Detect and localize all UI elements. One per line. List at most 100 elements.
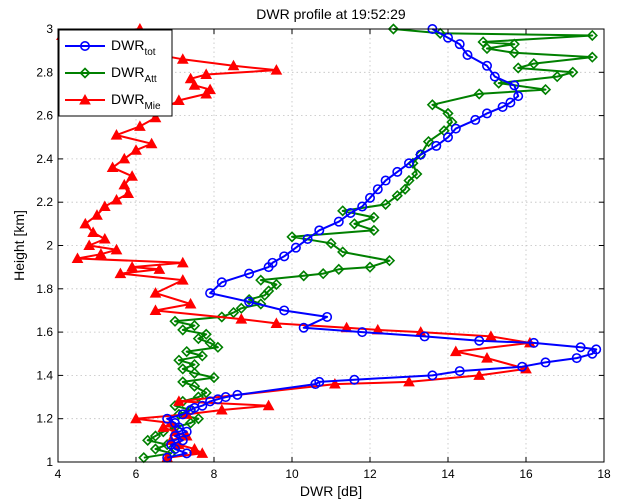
data-point-att [422, 135, 435, 148]
data-point-tot [392, 166, 403, 177]
data-point-tot [333, 216, 344, 227]
data-point-mie [173, 94, 185, 105]
data-point-att [212, 341, 224, 353]
data-point-mie [110, 243, 123, 255]
data-point-att [270, 278, 283, 291]
data-point-tot [232, 389, 243, 400]
y-tick-label: 2.2 [36, 195, 53, 209]
data-point-tot [220, 392, 231, 403]
data-point-mie [98, 232, 111, 244]
data-point-tot [431, 140, 442, 151]
data-point-att [411, 168, 423, 180]
data-point-mie [118, 178, 131, 190]
legend-label-main: DWR [111, 37, 144, 53]
data-point-mie [118, 152, 131, 164]
data-point-mie [145, 137, 158, 149]
data-point-att [204, 337, 216, 349]
data-point-tot [166, 439, 177, 450]
data-point-att [383, 255, 396, 267]
data-point-mie [122, 187, 135, 199]
data-point-tot [170, 418, 181, 429]
data-point-tot [181, 448, 192, 459]
data-point-att [399, 183, 411, 195]
data-point-att [208, 371, 220, 384]
legend-label: DWRMie [111, 91, 161, 112]
data-point-tot [298, 322, 309, 333]
y-tick-label: 2.6 [36, 109, 53, 123]
data-point-mie [270, 64, 283, 75]
data-point-tot [540, 357, 551, 368]
data-point-mie [87, 226, 99, 238]
data-point-mie [176, 53, 189, 64]
data-point-att [200, 387, 212, 399]
data-point-mie [91, 209, 103, 220]
data-point-mie [176, 256, 189, 268]
x-tick-label: 18 [597, 467, 611, 481]
data-point-att [196, 350, 208, 362]
legend-swatch-marker [79, 93, 91, 105]
data-point-att [173, 408, 185, 421]
data-point-tot [244, 296, 255, 307]
data-point-mie [481, 352, 493, 363]
data-point-tot [170, 431, 181, 442]
y-tick-label: 2.4 [36, 152, 53, 166]
data-point-att [317, 268, 329, 280]
data-point-mie [200, 68, 213, 79]
legend-swatch-marker [79, 67, 91, 79]
data-point-att [551, 70, 563, 83]
y-axis-label: Height [km] [11, 210, 27, 281]
data-point-tot [244, 268, 255, 279]
data-point-att [325, 237, 337, 249]
data-point-att [188, 358, 201, 371]
data-point-att [192, 332, 205, 345]
data-point-att [235, 302, 247, 314]
data-point-tot [216, 277, 227, 288]
data-point-tot [177, 435, 188, 446]
data-point-att [567, 66, 579, 78]
data-point-tot [314, 376, 325, 387]
data-point-att [473, 88, 485, 100]
data-point-att [149, 430, 162, 442]
data-point-att [528, 58, 540, 70]
data-point-mie [110, 194, 123, 205]
series-tot [162, 23, 602, 463]
data-point-tot [279, 251, 290, 262]
data-point-tot [364, 192, 375, 203]
data-point-mie [110, 129, 123, 140]
data-point-tot [427, 370, 438, 381]
data-point-mie [149, 304, 162, 315]
y-tick-label: 1.6 [36, 325, 53, 339]
data-point-tot [181, 426, 192, 437]
data-point-att [184, 417, 197, 429]
data-point-tot [302, 234, 313, 245]
data-point-tot [322, 311, 333, 322]
data-point-mie [329, 378, 341, 389]
data-point-tot [357, 201, 368, 212]
x-axis-label: DWR [dB] [300, 483, 362, 499]
data-point-att [477, 36, 489, 48]
data-point-mie [270, 317, 283, 328]
data-point-tot [450, 123, 461, 134]
y-tick-label: 3 [46, 22, 53, 36]
data-point-mie [173, 395, 185, 406]
data-point-tot [314, 225, 325, 236]
data-point-tot [528, 337, 539, 348]
data-point-tot [497, 101, 508, 112]
data-point-tot [345, 208, 356, 219]
data-point-tot [403, 158, 414, 169]
x-tick-label: 12 [363, 467, 377, 481]
data-point-tot [481, 108, 492, 119]
data-point-att [227, 306, 240, 319]
data-point-tot [481, 60, 492, 71]
data-point-att [368, 224, 380, 236]
data-point-att [508, 38, 520, 50]
data-point-mie [449, 345, 462, 357]
data-point-mie [149, 111, 162, 123]
data-point-att [181, 345, 193, 358]
data-point-att [493, 77, 505, 89]
data-point-mie [204, 83, 216, 95]
legend-label-subscript: Mie [144, 101, 161, 112]
data-point-att [188, 367, 201, 379]
